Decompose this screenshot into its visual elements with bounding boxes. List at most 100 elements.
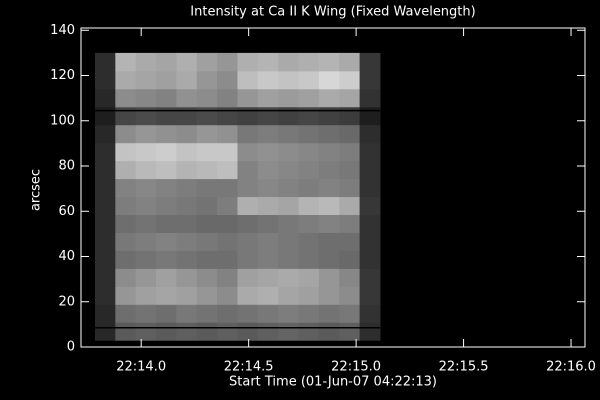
image-cell <box>196 286 218 305</box>
image-cell <box>339 268 361 287</box>
image-cell <box>196 52 218 72</box>
y-axis-label: arcsec <box>29 169 44 211</box>
image-cell <box>278 178 300 198</box>
image-cell <box>156 232 177 251</box>
image-cell <box>94 322 116 341</box>
image-cell <box>156 142 177 162</box>
image-cell <box>217 214 238 233</box>
image-cell <box>156 322 177 341</box>
image-cell <box>156 268 177 287</box>
image-cell <box>339 106 361 126</box>
image-cell <box>278 106 300 126</box>
image-cell <box>135 160 157 180</box>
image-cell <box>176 196 198 216</box>
image-cell <box>94 52 116 72</box>
image-cell <box>298 160 320 180</box>
y-tick-label: 140 <box>50 23 75 38</box>
image-cell <box>196 70 218 90</box>
image-cell <box>318 304 340 323</box>
image-cell <box>115 322 137 341</box>
image-cell <box>257 304 279 323</box>
image-cell <box>278 142 300 162</box>
image-cell <box>94 88 116 108</box>
image-cell <box>318 196 340 216</box>
image-cell <box>298 232 320 251</box>
image-cell <box>359 88 381 108</box>
image-cell <box>176 88 198 108</box>
y-tick-label: 0 <box>67 340 75 355</box>
plot-frame <box>80 27 586 348</box>
x-tick-label: 22:15.5 <box>439 360 489 375</box>
image-cell <box>176 250 198 269</box>
image-cell <box>196 268 218 287</box>
image-cell <box>176 52 198 72</box>
image-cell <box>156 196 177 216</box>
image-cell <box>359 106 381 126</box>
image-cell <box>359 268 381 287</box>
image-cell <box>278 232 300 251</box>
image-cell <box>135 214 157 233</box>
image-cell <box>94 286 116 305</box>
image-cell <box>318 214 340 233</box>
image-cell <box>237 286 259 305</box>
image-cell <box>94 142 116 162</box>
image-cell <box>237 232 259 251</box>
image-cell <box>257 70 279 90</box>
image-cell <box>237 178 259 198</box>
image-cell <box>217 142 238 162</box>
image-cell <box>318 142 340 162</box>
image-cell <box>257 214 279 233</box>
image-cell <box>135 232 157 251</box>
chart-title: Intensity at Ca II K Wing (Fixed Wavelen… <box>190 5 475 20</box>
image-cell <box>339 322 361 341</box>
image-cell <box>339 250 361 269</box>
image-cell <box>156 178 177 198</box>
image-cell <box>298 52 320 72</box>
y-tick-label: 20 <box>58 294 75 309</box>
image-cell <box>135 304 157 323</box>
image-cell <box>217 196 238 216</box>
image-cell <box>318 268 340 287</box>
image-cell <box>298 304 320 323</box>
image-cell <box>94 106 116 126</box>
image-cell <box>359 304 381 323</box>
image-cell <box>318 124 340 144</box>
image-cell <box>217 232 238 251</box>
image-cell <box>318 178 340 198</box>
image-cell <box>196 142 218 162</box>
image-cell <box>176 124 198 144</box>
image-cell <box>94 232 116 251</box>
image-cell <box>217 178 238 198</box>
image-cell <box>298 124 320 144</box>
image-cell <box>339 232 361 251</box>
image-cell <box>217 106 238 126</box>
image-cell <box>359 322 381 341</box>
image-cell <box>359 196 381 216</box>
image-cell <box>339 214 361 233</box>
image-cell <box>278 124 300 144</box>
image-cell <box>115 52 137 72</box>
image-cell <box>359 124 381 144</box>
image-cell <box>115 232 137 251</box>
x-tick-label: 22:15.0 <box>331 360 381 375</box>
image-cell <box>217 124 238 144</box>
image-cell <box>237 160 259 180</box>
image-cell <box>257 268 279 287</box>
image-cell <box>94 214 116 233</box>
image-cell <box>359 70 381 90</box>
image-cell <box>278 322 300 341</box>
image-cell <box>278 304 300 323</box>
image-cell <box>237 106 259 126</box>
image-cell <box>237 124 259 144</box>
image-cell <box>217 52 238 72</box>
image-cell <box>135 196 157 216</box>
image-cell <box>115 286 137 305</box>
image-cell <box>298 178 320 198</box>
image-cell <box>278 250 300 269</box>
image-cell <box>257 286 279 305</box>
y-tick-label: 120 <box>50 68 75 83</box>
image-cell <box>278 286 300 305</box>
image-cell <box>94 268 116 287</box>
image-cell <box>318 286 340 305</box>
image-cell <box>237 322 259 341</box>
